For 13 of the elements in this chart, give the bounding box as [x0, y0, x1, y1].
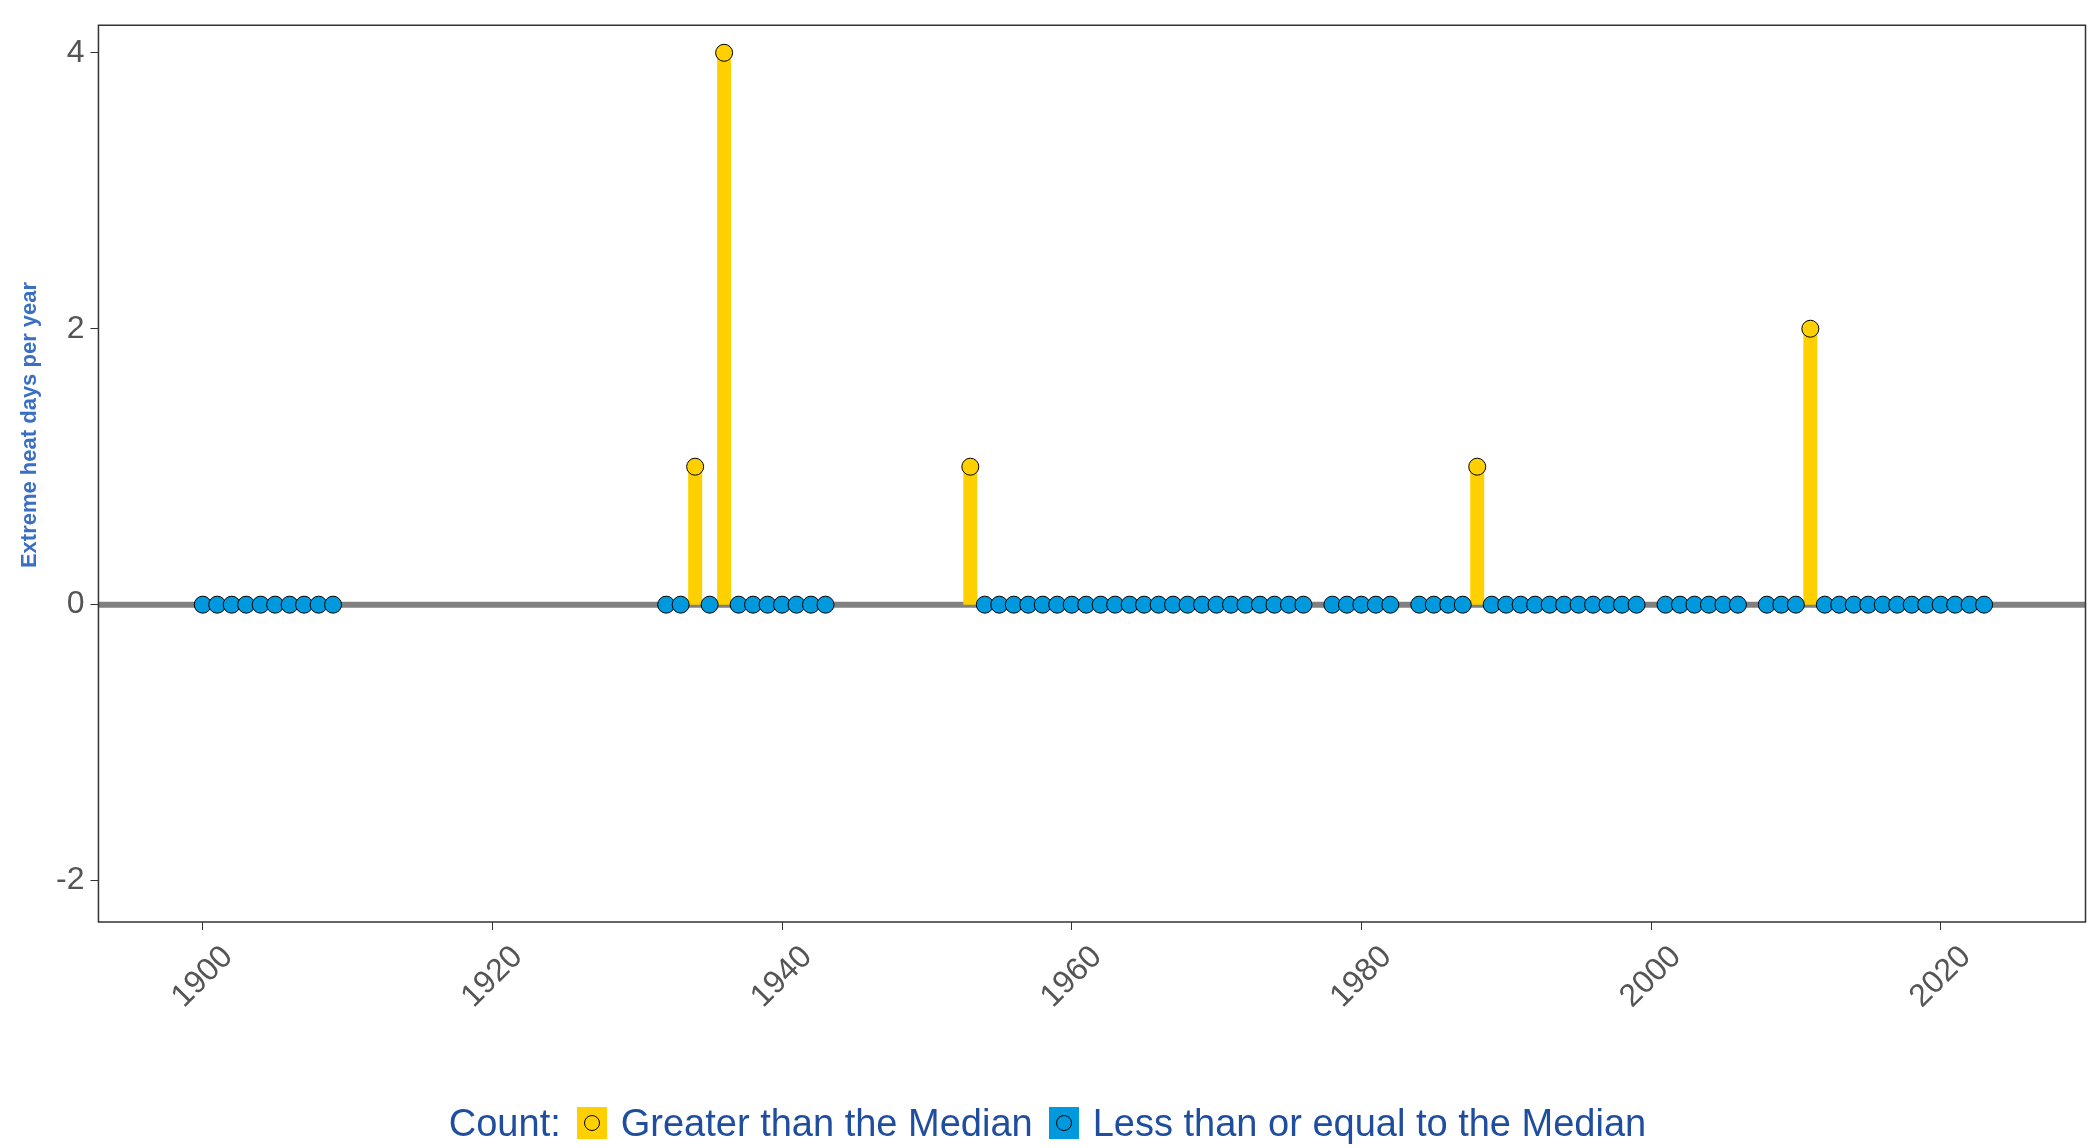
- point: [686, 457, 705, 476]
- y-tick-label: 2: [66, 308, 85, 345]
- point: [961, 457, 980, 476]
- point: [715, 43, 734, 62]
- y-tick-label: 0: [66, 584, 85, 621]
- legend-label: Greater than the Median: [620, 1101, 1033, 1145]
- legend-label: Less than or equal to the Median: [1092, 1101, 1647, 1145]
- legend-title: Count:: [448, 1101, 561, 1145]
- point: [1468, 457, 1487, 476]
- y-tick-label: 4: [66, 32, 85, 69]
- point: [1801, 319, 1820, 338]
- y-axis-title: Extreme heat days per year: [16, 281, 42, 569]
- y-tick-label: -2: [56, 860, 85, 897]
